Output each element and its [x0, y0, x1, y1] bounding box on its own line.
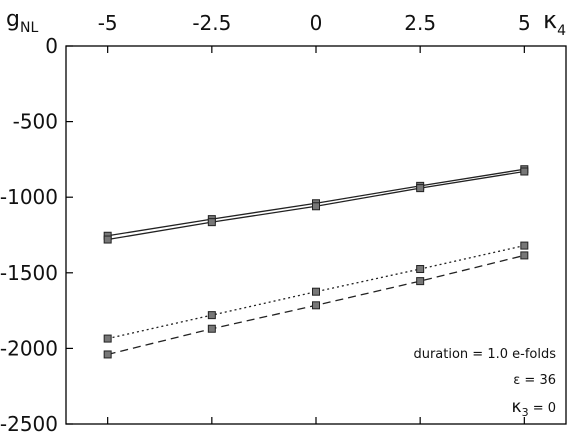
series-3-point — [207, 311, 216, 320]
x-tick-label: 2.5 — [404, 11, 436, 35]
y-axis-label: gNL — [6, 7, 38, 36]
series-line-3 — [107, 244, 525, 340]
series-2-point — [520, 167, 529, 176]
plot-frame — [65, 45, 567, 425]
x-axis-label-main: κ — [543, 6, 557, 34]
series-4-point — [207, 324, 216, 333]
series-3-point — [520, 241, 529, 250]
series-2-point — [416, 184, 425, 193]
y-tick-label: -2000 — [0, 336, 58, 360]
y-tick-label: -1500 — [0, 261, 58, 285]
markers-layer — [103, 165, 529, 359]
annotation-kappa3-rest: = 0 — [529, 401, 556, 416]
series-3-point — [312, 287, 320, 296]
x-axis-label-sub: 4 — [557, 23, 566, 39]
series-4-point — [416, 277, 425, 286]
x-tick-label: -5 — [98, 11, 118, 35]
y-axis-label-main: g — [6, 7, 20, 32]
series-2-point — [312, 202, 320, 211]
series-2-point — [103, 235, 112, 244]
series-4-point — [312, 301, 320, 310]
axis-ticks: 0 -500 -1000 -1500 -2000 -2500 -5 -2.5 0 2.5 5 — [0, 11, 531, 436]
x-tick-label: 5 — [518, 11, 531, 35]
x-tick-label: -2.5 — [192, 11, 231, 35]
y-tick-label: 0 — [45, 34, 58, 58]
y-tick-label: -1000 — [0, 185, 58, 209]
y-axis-label-sub: NL — [20, 20, 38, 36]
series-4-point — [103, 350, 112, 359]
annotation-kappa3-main: κ — [512, 397, 522, 417]
y-tick-label: -2500 — [0, 412, 58, 436]
series-layer — [107, 168, 525, 356]
y-tick-label: -500 — [13, 110, 58, 134]
series-4-point — [520, 251, 529, 260]
annotation-kappa3: κ3 = 0 — [512, 397, 556, 419]
annotation-duration: duration = 1.0 e-folds — [413, 347, 556, 362]
series-2-point — [207, 218, 216, 227]
series-3-point — [103, 334, 112, 343]
annotation-kappa3-sub: 3 — [522, 406, 529, 419]
annotation-epsilon: ε = 36 — [513, 373, 556, 388]
x-tick-label: 0 — [310, 11, 323, 35]
x-axis-label: κ4 — [543, 6, 566, 39]
series-3-point — [416, 265, 425, 274]
